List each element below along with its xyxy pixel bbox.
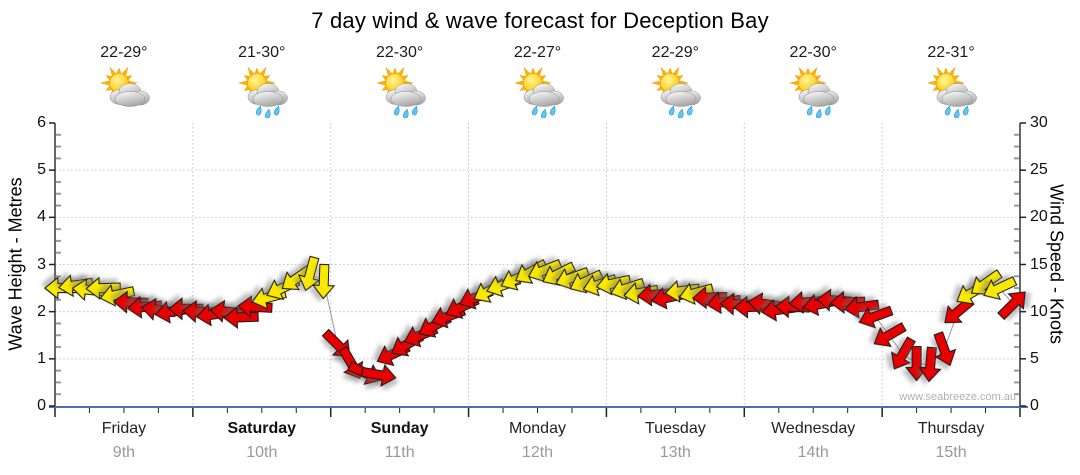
left-axis-tick-label: 6: [37, 114, 46, 131]
cloud: [109, 83, 150, 107]
watermark: www.seabreeze.com.au: [899, 391, 1016, 403]
wind-arrows: [44, 255, 1026, 387]
right-axis-tick-label: 0: [1030, 397, 1039, 414]
wind-arrow: [555, 266, 591, 290]
left-axis-tick-label: 2: [37, 302, 46, 320]
cloud: [661, 83, 702, 107]
day-name-label: Friday: [101, 420, 147, 437]
cloud: [798, 83, 839, 107]
wind-arrow: [858, 305, 894, 329]
right-axis-tick-label: 20: [1030, 208, 1048, 226]
day-date-label: 15th: [935, 444, 967, 461]
minor-ticks: [56, 133, 1019, 396]
raindrops: [531, 105, 555, 118]
wind-arrow: [85, 276, 121, 300]
wind-arrow: [997, 291, 1026, 321]
wind-arrow: [112, 290, 149, 314]
right-axis-tick-label: 30: [1030, 114, 1048, 131]
wind-arrow: [843, 295, 880, 319]
left-axis-tick-label: 0: [37, 397, 46, 414]
left-axis-tick-label: 3: [37, 255, 46, 273]
wind-arrow: [595, 272, 632, 296]
day-date-label: 12th: [521, 444, 554, 461]
day-name-label: Sunday: [370, 420, 429, 437]
raindrops: [393, 105, 418, 118]
day-date-label: 11th: [384, 444, 415, 461]
day-date-label: 9th: [112, 444, 136, 461]
right-axis-tick-label: 10: [1030, 302, 1048, 320]
wind-arrow: [918, 346, 942, 383]
wind-arrow: [636, 283, 673, 307]
weather-icon-sun-cloud-rain: [927, 66, 977, 118]
cloud: [523, 83, 564, 107]
weather-icon-sun-cloud-rain: [789, 66, 839, 118]
left-axis-title: Wave Height - Metres: [5, 177, 26, 351]
left-axis-tick-label: 5: [37, 161, 46, 179]
wind-arrow: [312, 263, 336, 300]
wind-arrow: [237, 295, 273, 319]
weather-icon-sun-cloud-rain: [513, 66, 564, 118]
wind-arrow: [281, 264, 314, 291]
raindrops: [944, 105, 969, 118]
wind-arrow: [360, 363, 397, 387]
day-date-label: 13th: [659, 444, 691, 461]
wind-arrow: [297, 255, 321, 292]
wind-arrow: [873, 322, 907, 348]
weather-icon-sun-cloud: [100, 66, 150, 107]
major-ticks: [49, 122, 1026, 417]
wind-arrow: [527, 258, 563, 283]
day-temperature: 22-31°: [927, 44, 975, 61]
day-date-label: 10th: [246, 444, 278, 461]
chart-title: 7 day wind & wave forecast for Deception…: [311, 8, 769, 33]
day-date-label: 14th: [797, 444, 829, 461]
left-axis-tick-label: 4: [37, 208, 46, 226]
weather-icon-sun-cloud-rain: [238, 66, 288, 118]
wind-arrow: [829, 290, 866, 314]
wind-arrow: [664, 279, 701, 303]
wind-arrow: [891, 336, 916, 370]
day-name-label: Tuesday: [644, 420, 706, 437]
cloud: [247, 83, 288, 107]
right-axis-tick-label: 15: [1030, 255, 1048, 273]
raindrops: [669, 105, 693, 118]
day-temperature: 22-29°: [651, 44, 700, 61]
wind-arrow: [223, 305, 259, 330]
weather-icon-sun-cloud-rain: [375, 66, 426, 118]
cloud: [936, 83, 977, 107]
raindrops: [807, 105, 831, 118]
weather-icon-sun-cloud-rain: [651, 66, 702, 118]
day-name-label: Wednesday: [771, 420, 856, 437]
wind-arrow: [691, 285, 728, 310]
cloud: [385, 83, 426, 107]
day-temperature: 22-30°: [375, 44, 424, 61]
day-name-label: Monday: [509, 420, 566, 437]
right-axis-title: Wind Speed - Knots: [1046, 183, 1067, 345]
wind-arrow: [933, 331, 957, 367]
day-name-label: Saturday: [227, 420, 297, 437]
day-temperature: 22-27°: [513, 44, 562, 61]
day-temperature: 22-30°: [789, 44, 837, 61]
right-axis-tick-label: 5: [1030, 349, 1039, 367]
day-temperature: 22-29°: [100, 44, 148, 61]
day-temperature: 21-30°: [238, 44, 286, 61]
wind-arrow: [983, 276, 1018, 301]
raindrops: [255, 105, 280, 118]
right-axis-tick-label: 25: [1030, 161, 1048, 179]
left-axis-tick-label: 1: [37, 349, 46, 367]
day-name-label: Thursday: [917, 420, 985, 437]
wind-arrow: [970, 269, 1003, 295]
